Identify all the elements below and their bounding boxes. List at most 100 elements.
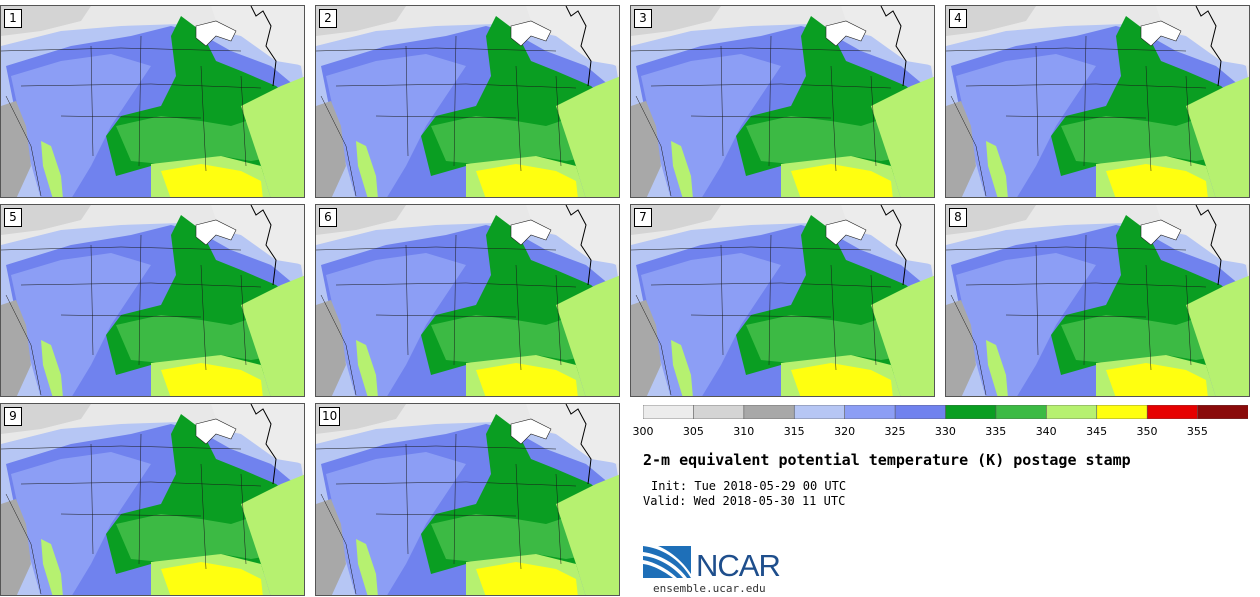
- great-lakes: [825, 219, 867, 246]
- colorbar-segment: [844, 405, 896, 419]
- coastline: [1195, 6, 1222, 87]
- state-boundary: [1145, 264, 1152, 371]
- member-panel-10[interactable]: 10: [315, 403, 620, 596]
- ensemble-member-map: [1, 404, 304, 595]
- state-boundary: [555, 274, 562, 366]
- member-panel-4[interactable]: 4: [945, 5, 1250, 198]
- coastline: [565, 205, 592, 286]
- state-boundary: [316, 47, 557, 52]
- great-lakes: [510, 418, 552, 445]
- field-region: [526, 205, 619, 265]
- field-region: [631, 300, 661, 396]
- colorbar-tick-label: 300: [632, 425, 654, 438]
- field-region: [1, 499, 31, 595]
- state-boundary: [453, 234, 457, 366]
- great-lakes: [510, 219, 552, 246]
- state-boundary: [60, 513, 202, 517]
- state-boundary: [453, 35, 457, 167]
- field-region: [316, 6, 406, 36]
- state-boundary: [60, 314, 202, 318]
- ensemble-member-map: [946, 6, 1249, 197]
- member-panel-3[interactable]: 3: [630, 5, 935, 198]
- field-region: [631, 101, 661, 197]
- ensemble-member-map: [316, 404, 619, 595]
- field-region: [986, 141, 1008, 197]
- member-label: 4: [949, 9, 967, 28]
- state-boundary: [335, 481, 577, 487]
- colorbar-tick-label: 355: [1186, 425, 1208, 438]
- state-boundary: [650, 83, 892, 89]
- state-boundary: [946, 47, 1187, 52]
- field-region: [316, 300, 346, 396]
- state-boundary: [1185, 75, 1192, 167]
- field-region: [476, 164, 578, 197]
- field-region: [946, 101, 976, 197]
- ensemble-member-map: [946, 205, 1249, 396]
- field-region: [356, 141, 378, 197]
- plot-title: 2-m equivalent potential temperature (K)…: [643, 451, 1131, 469]
- state-boundary: [200, 264, 207, 371]
- state-boundary: [453, 433, 457, 565]
- great-lakes: [195, 418, 237, 445]
- colorbar-segment: [894, 405, 947, 419]
- great-lakes: [1140, 20, 1182, 47]
- state-boundary: [320, 493, 357, 595]
- field-region: [556, 76, 619, 197]
- colorbar-segment: [1197, 405, 1248, 419]
- state-boundary: [830, 65, 837, 172]
- state-boundary: [631, 47, 872, 52]
- state-boundary: [515, 463, 522, 570]
- field-region: [841, 205, 934, 265]
- colorbar-segment: [643, 405, 695, 419]
- field-region: [556, 474, 619, 595]
- field-region: [1, 404, 91, 434]
- ensemble-member-map: [316, 205, 619, 396]
- coastline: [565, 404, 592, 485]
- init-time: Init: Tue 2018-05-29 00 UTC: [651, 479, 847, 493]
- state-boundary: [1005, 115, 1147, 119]
- great-lakes: [825, 20, 867, 47]
- coastline: [250, 205, 277, 286]
- state-boundary: [20, 83, 262, 89]
- great-lakes: [510, 20, 552, 47]
- member-panel-9[interactable]: 9: [0, 403, 305, 596]
- colorbar-tick-label: 340: [1035, 425, 1057, 438]
- colorbar-tick-label: 345: [1086, 425, 1108, 438]
- member-label: 1: [4, 9, 22, 28]
- field-region: [161, 363, 263, 396]
- field-region: [316, 101, 346, 197]
- state-boundary: [405, 45, 409, 157]
- field-region: [1, 6, 91, 36]
- field-region: [1156, 6, 1249, 66]
- field-region: [986, 340, 1008, 396]
- member-panel-6[interactable]: 6: [315, 204, 620, 397]
- state-boundary: [405, 443, 409, 555]
- member-panel-7[interactable]: 7: [630, 204, 935, 397]
- colorbar-tick-label: 330: [934, 425, 956, 438]
- member-panel-2[interactable]: 2: [315, 5, 620, 198]
- colorbar-segment: [995, 405, 1048, 419]
- state-boundary: [555, 75, 562, 167]
- member-label: 10: [319, 407, 341, 426]
- member-panel-8[interactable]: 8: [945, 204, 1250, 397]
- state-boundary: [240, 274, 247, 366]
- field-region: [161, 562, 263, 595]
- valid-time: Valid: Wed 2018-05-30 11 UTC: [643, 494, 846, 508]
- state-boundary: [335, 83, 577, 89]
- state-boundary: [20, 481, 262, 487]
- field-region: [556, 275, 619, 396]
- colorbar-segment: [1146, 405, 1199, 419]
- state-boundary: [316, 246, 557, 251]
- member-panel-5[interactable]: 5: [0, 204, 305, 397]
- state-boundary: [1, 47, 242, 52]
- colorbar-segment: [693, 405, 745, 419]
- field-region: [211, 6, 304, 66]
- field-region: [671, 340, 693, 396]
- state-boundary: [830, 264, 837, 371]
- state-boundary: [320, 294, 357, 396]
- state-boundary: [635, 95, 672, 197]
- state-boundary: [515, 65, 522, 172]
- member-panel-1[interactable]: 1: [0, 5, 305, 198]
- field-region: [671, 141, 693, 197]
- state-boundary: [5, 95, 42, 197]
